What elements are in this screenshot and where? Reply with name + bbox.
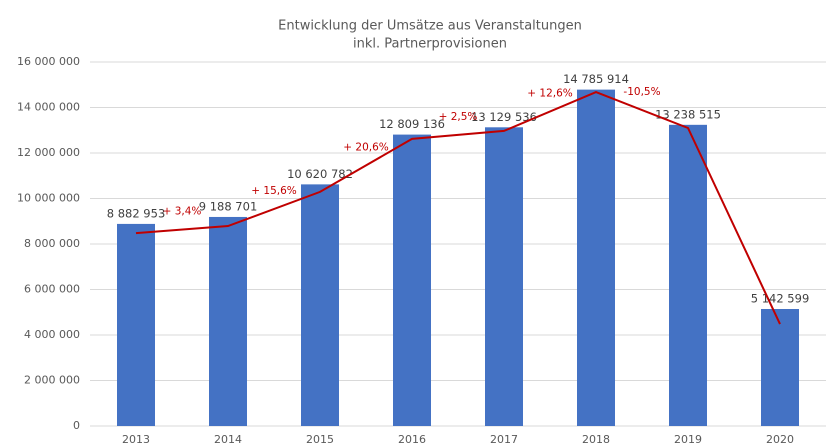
y-tick-label: 4 000 000 xyxy=(24,328,80,341)
x-tick-label: 2015 xyxy=(306,433,334,446)
data-label: 5 142 599 xyxy=(751,292,810,306)
bar xyxy=(117,223,155,426)
x-tick-label: 2017 xyxy=(490,433,518,446)
chart-subtitle: inkl. Partnerprovisionen xyxy=(353,37,507,52)
y-tick-label: 10 000 000 xyxy=(17,192,80,205)
y-tick-label: 12 000 000 xyxy=(17,146,80,159)
data-label: 14 785 914 xyxy=(563,72,629,86)
data-label: 10 620 782 xyxy=(287,167,353,181)
annotation: -10,5% xyxy=(623,86,660,98)
x-tick-label: 2016 xyxy=(398,433,426,446)
bar xyxy=(761,309,799,426)
data-label: 9 188 701 xyxy=(199,199,258,213)
annotation: + 15,6% xyxy=(251,185,297,197)
y-tick-label: 2 000 000 xyxy=(24,374,80,387)
trend-line xyxy=(135,90,781,325)
x-tick-label: 2019 xyxy=(674,433,702,446)
x-tick-label: 2013 xyxy=(122,433,150,446)
x-tick-label: 2014 xyxy=(214,433,242,446)
annotation: + 12,6% xyxy=(527,87,573,99)
y-tick-label: 0 xyxy=(73,419,80,432)
data-label: 8 882 953 xyxy=(107,206,166,220)
chart-title: Entwicklung der Umsätze aus Veranstaltun… xyxy=(278,19,582,34)
bar xyxy=(301,184,339,426)
x-tick-label: 2018 xyxy=(582,433,610,446)
data-label: 13 129 536 xyxy=(471,110,537,124)
y-tick-label: 8 000 000 xyxy=(24,237,80,250)
bar xyxy=(209,216,247,426)
bar xyxy=(669,124,707,426)
bar xyxy=(485,127,523,427)
annotation: + 2,5% xyxy=(439,111,478,123)
bar xyxy=(393,134,431,426)
x-tick-label: 2020 xyxy=(766,433,794,446)
annotation: + 3,4% xyxy=(163,206,202,218)
data-label: 13 238 515 xyxy=(655,107,721,121)
annotation: + 20,6% xyxy=(343,141,389,153)
data-label: 12 809 136 xyxy=(379,117,445,131)
bar xyxy=(577,89,615,426)
y-tick-label: 16 000 000 xyxy=(17,55,80,68)
y-tick-label: 14 000 000 xyxy=(17,101,80,114)
y-tick-label: 6 000 000 xyxy=(24,283,80,296)
